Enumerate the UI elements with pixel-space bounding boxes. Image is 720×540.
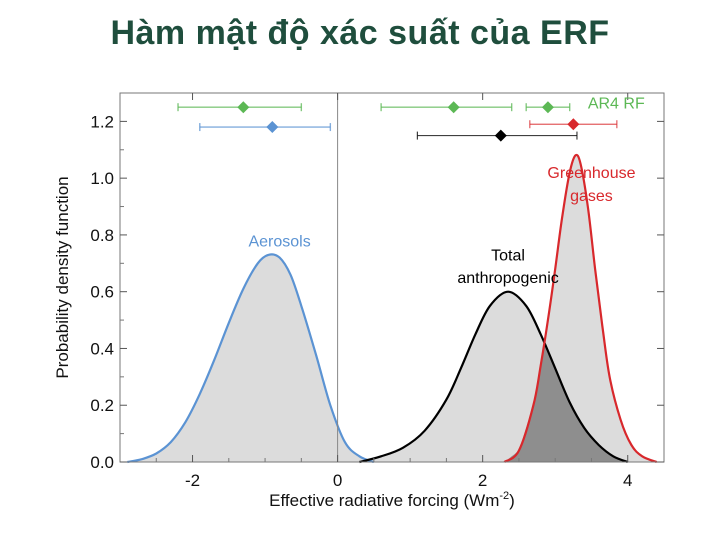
errbar-diamond-ar4-rf-greenhouse-gases bbox=[541, 101, 554, 114]
errbar-diamond-ar4-rf-aerosols bbox=[237, 101, 250, 114]
fill-aerosols bbox=[127, 254, 374, 462]
y-tick-label: 0.0 bbox=[90, 453, 114, 472]
axis-ticks: -2 0 2 4 0.0 0.2 0.4 0.6 0.8 1.0 1.2 bbox=[90, 92, 665, 490]
curve-greenhouse-gases bbox=[503, 153, 658, 464]
slide-title: Hàm mật độ xác suất của ERF bbox=[110, 14, 610, 52]
curve-total-anthropogenic bbox=[359, 290, 629, 464]
x-tick-label: 4 bbox=[623, 471, 632, 490]
annotations: AR4 RF Greenhouse gases Aerosols Total anthro… bbox=[248, 96, 645, 288]
annotation-aerosols: Aerosols bbox=[248, 233, 310, 250]
curve-aerosols bbox=[127, 253, 375, 464]
annotation-greenhouse: Greenhouse bbox=[547, 165, 635, 182]
x-tick-label: -2 bbox=[185, 471, 200, 490]
overlap-fill-layer bbox=[504, 344, 628, 462]
y-axis-label: Probability density function bbox=[53, 176, 72, 378]
pdf-curves bbox=[127, 153, 658, 464]
overlap-fill bbox=[504, 344, 628, 462]
x-tick-label: 2 bbox=[478, 471, 487, 490]
annotation-total: Total bbox=[491, 247, 525, 264]
annotation-anthropogenic: anthropogenic bbox=[457, 270, 558, 287]
plot-frame bbox=[119, 92, 665, 463]
x-axis-label-main: Effective radiative forcing (Wm bbox=[269, 491, 499, 510]
y-tick-label: 1.0 bbox=[90, 169, 114, 188]
errbar-diamond-erf-greenhouse-gases bbox=[567, 118, 580, 131]
x-axis-label-sup: -2 bbox=[499, 490, 509, 502]
errbar-diamond-ar4-rf-total bbox=[447, 101, 460, 114]
y-tick-label: 0.4 bbox=[90, 339, 114, 358]
y-tick-label: 0.8 bbox=[90, 226, 114, 245]
y-tick-label: 0.6 bbox=[90, 283, 114, 302]
y-tick-label: 0.2 bbox=[90, 396, 114, 415]
annotation-ar4-rf: AR4 RF bbox=[588, 96, 645, 113]
y-tick-label: 1.2 bbox=[90, 112, 114, 131]
error-bars bbox=[177, 101, 618, 142]
x-axis-label: Effective radiative forcing (Wm-2) bbox=[269, 490, 515, 510]
errbar-diamond-erf-total-anthropogenic bbox=[494, 129, 507, 142]
errbar-diamond-erf-aerosols bbox=[266, 121, 279, 134]
x-axis-label-end: ) bbox=[509, 491, 515, 510]
annotation-gases: gases bbox=[570, 188, 613, 205]
x-tick-label: 0 bbox=[333, 471, 342, 490]
